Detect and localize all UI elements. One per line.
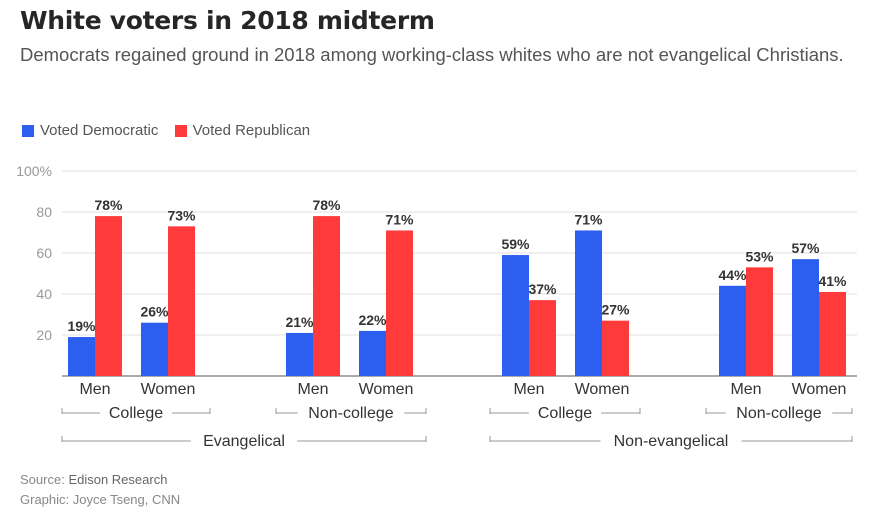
x-category-label: Women: [141, 381, 196, 398]
data-label: 22%: [358, 312, 387, 328]
data-label: 53%: [745, 248, 774, 264]
y-tick-label: 100%: [16, 163, 52, 179]
chart-subtitle: Democrats regained ground in 2018 among …: [20, 44, 844, 65]
x-category-label: Women: [575, 381, 630, 398]
x-category-label: Men: [79, 381, 110, 398]
education-group-label: College: [538, 405, 592, 422]
data-label: 78%: [312, 197, 341, 213]
source-name: Edison Research: [68, 472, 168, 487]
data-label: 21%: [285, 314, 314, 330]
graphic-credit: Graphic: Joyce Tseng, CNN: [20, 492, 181, 507]
legend-label-democratic: Voted Democratic: [40, 122, 159, 139]
bar-republican: [168, 226, 195, 376]
y-tick-label: 60: [36, 245, 52, 261]
legend: Voted Democratic Voted Republican: [22, 122, 322, 141]
legend-item-democratic: Voted Democratic: [22, 122, 158, 139]
legend-label-republican: Voted Republican: [192, 122, 311, 139]
source-line: Source: Edison Research: [20, 470, 180, 490]
source-note: Source: Edison Research Graphic: Joyce T…: [20, 470, 180, 510]
education-group-label: Non-college: [308, 405, 393, 422]
data-label: 41%: [818, 273, 847, 289]
bar-democratic: [359, 330, 386, 376]
legend-swatch-republican: [174, 124, 187, 137]
bar-democratic: [286, 332, 313, 376]
data-label: 26%: [140, 304, 169, 320]
data-label: 59%: [501, 236, 530, 252]
bar-republican: [529, 300, 556, 376]
bar-republican: [95, 216, 122, 376]
data-label: 37%: [528, 281, 557, 297]
source-label: Source:: [20, 472, 65, 487]
data-label: 44%: [718, 267, 747, 283]
x-category-label: Men: [730, 381, 761, 398]
bar-republican: [386, 230, 413, 376]
x-category-label: Men: [513, 381, 544, 398]
data-label: 73%: [167, 207, 196, 223]
x-category-label: Women: [792, 381, 847, 398]
data-label: 71%: [574, 211, 603, 227]
bar-democratic: [502, 255, 529, 376]
bar-democratic: [141, 322, 168, 376]
religion-group-label: Non-evangelical: [614, 433, 729, 450]
bar-republican: [313, 216, 340, 376]
data-label: 71%: [385, 211, 414, 227]
legend-item-republican: Voted Republican: [174, 122, 311, 139]
religion-group-label: Evangelical: [203, 433, 285, 450]
education-group-label: College: [109, 405, 163, 422]
bar-democratic: [792, 259, 819, 376]
y-tick-label: 40: [36, 286, 52, 302]
chart-title: White voters in 2018 midterm: [20, 6, 435, 35]
data-label: 57%: [791, 240, 820, 256]
bar-democratic: [68, 337, 95, 376]
data-label: 27%: [601, 302, 630, 318]
legend-swatch-democratic: [22, 124, 34, 137]
education-group-label: Non-college: [736, 405, 821, 422]
bar-republican: [819, 291, 846, 376]
bar-democratic: [719, 285, 746, 376]
bar-chart: 20 40 60 80 100% 19% 78% Men 26% 73% Women 21% 78% Me…: [16, 163, 857, 450]
data-label: 78%: [94, 197, 123, 213]
y-tick-label: 20: [36, 327, 52, 343]
bar-republican: [746, 267, 773, 376]
x-category-label: Men: [297, 381, 328, 398]
bar-republican: [602, 320, 629, 376]
y-tick-label: 80: [36, 204, 52, 220]
x-category-label: Women: [359, 381, 414, 398]
data-label: 19%: [67, 318, 96, 334]
bar-democratic: [575, 230, 602, 376]
